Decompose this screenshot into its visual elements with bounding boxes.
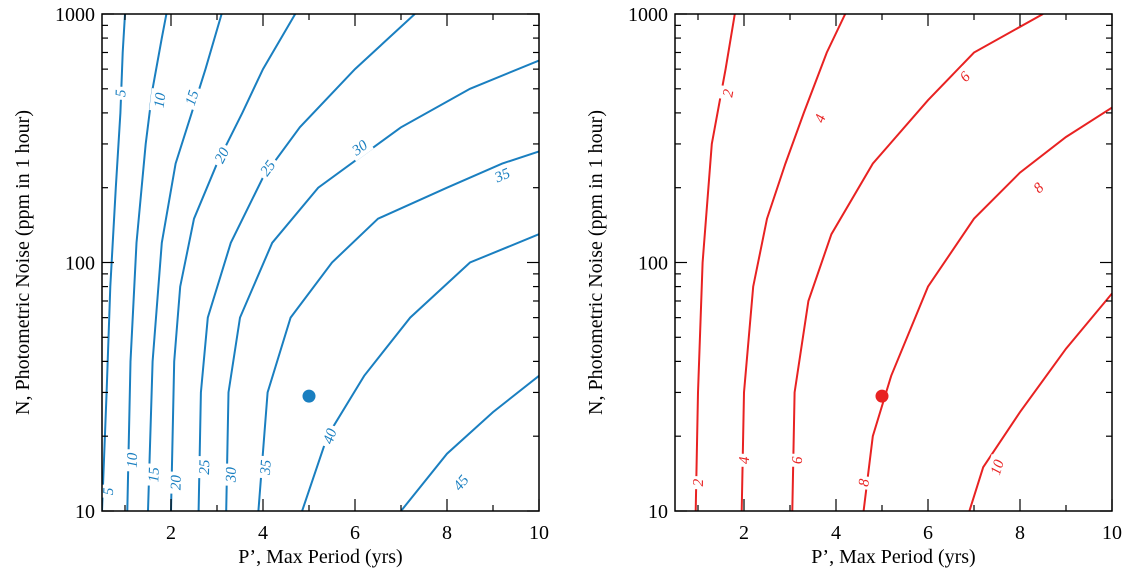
svg-text:35: 35 [492,165,514,186]
svg-text:10: 10 [152,91,170,108]
contour-line-30 [225,59,539,511]
svg-text:5: 5 [101,487,117,496]
x-axis-title: P’, Max Period (yrs) [811,546,975,568]
chart-panel-left: 5 5 10 10 15 15 20 20 25 25 30 30 35 35 40 45 2 4 6 8 10 10 10… [12,4,549,568]
contour-label-35: 35 [488,162,516,188]
svg-text:2: 2 [691,478,707,486]
y-tick-label: 1000 [628,4,668,26]
contour-line-4 [740,14,847,511]
contour-label-15: 15 [179,84,204,111]
contour-line-20 [170,14,297,511]
svg-text:35: 35 [258,459,275,477]
contour-line-45 [400,375,539,511]
contour-label-20: 20 [208,141,235,170]
contour-line-40 [301,233,539,511]
x-tick-label: 10 [1102,522,1122,544]
x-tick-label: 2 [739,522,749,544]
y-axis-title: N, Photometric Noise (ppm in 1 hour) [12,110,34,415]
y-tick-label: 100 [65,253,95,275]
contour-label-5: 5 [98,484,118,499]
contour-label-10: 10 [985,454,1009,481]
contour-label-15: 15 [144,463,163,486]
contour-label-2: 2 [717,85,738,102]
svg-text:2: 2 [720,88,737,99]
svg-text:15: 15 [146,466,162,482]
contour-label-5: 5 [111,86,130,101]
y-tick-label: 10 [648,501,668,523]
x-tick-label: 10 [529,522,549,544]
svg-text:6: 6 [790,456,806,464]
contour-line-2 [694,14,736,511]
x-tick-label: 4 [258,522,268,544]
marker-point [302,389,316,403]
svg-text:4: 4 [737,456,753,464]
contour-label-25: 25 [253,153,282,183]
contour-line-10 [968,292,1112,511]
x-tick-label: 8 [442,522,452,544]
contour-line-10 [126,14,168,511]
x-tick-label: 6 [350,522,360,544]
contour-label-8: 8 [1027,176,1050,199]
svg-text:25: 25 [197,459,213,475]
contour-line-35 [257,150,539,511]
y-axis-title: N, Photometric Noise (ppm in 1 hour) [585,110,607,415]
contour-label-6: 6 [953,65,976,88]
contour-line-6 [791,14,1044,511]
svg-text:40: 40 [321,426,341,446]
contour-label-4: 4 [734,453,754,467]
y-tick-label: 10 [75,501,95,523]
contour-label-10: 10 [149,88,170,113]
svg-text:15: 15 [183,88,203,108]
chart-panel-right: 2 2 4 4 6 6 8 8 10 2 4 6 8 10 10 100 1000 P’, Max Period … [585,4,1122,568]
contour-label-25: 25 [194,456,214,479]
x-tick-label: 8 [1015,522,1025,544]
y-tick-label: 100 [638,253,668,275]
contour-label-4: 4 [809,109,831,128]
y-tick-label: 1000 [55,4,95,26]
contour-group [102,14,539,511]
svg-text:8: 8 [856,478,873,488]
contour-label-30: 30 [345,133,374,162]
contour-label-2: 2 [688,476,708,490]
contour-label-45: 45 [446,468,475,497]
contour-line-8 [862,106,1112,511]
contour-label-35: 35 [255,455,276,479]
svg-text:20: 20 [212,145,233,166]
contour-label-10: 10 [122,449,142,472]
plot-frame [674,13,1113,512]
contour-label-6: 6 [787,453,807,467]
svg-text:30: 30 [224,467,240,484]
svg-text:10: 10 [125,452,141,468]
contour-label-20: 20 [166,471,185,494]
svg-text:5: 5 [113,89,129,98]
contour-label-8: 8 [853,475,874,491]
contour-group [694,14,1112,511]
svg-text:10: 10 [988,457,1008,477]
contour-label-30: 30 [221,463,241,486]
contour-line-15 [147,14,223,511]
x-axis-title: P’, Max Period (yrs) [238,546,402,568]
contour-label-40: 40 [317,422,342,450]
x-tick-label: 2 [166,522,176,544]
x-tick-label: 4 [831,522,841,544]
marker-point [875,389,889,403]
contour-line-25 [197,14,416,511]
x-tick-label: 6 [923,522,933,544]
svg-text:20: 20 [168,475,184,491]
